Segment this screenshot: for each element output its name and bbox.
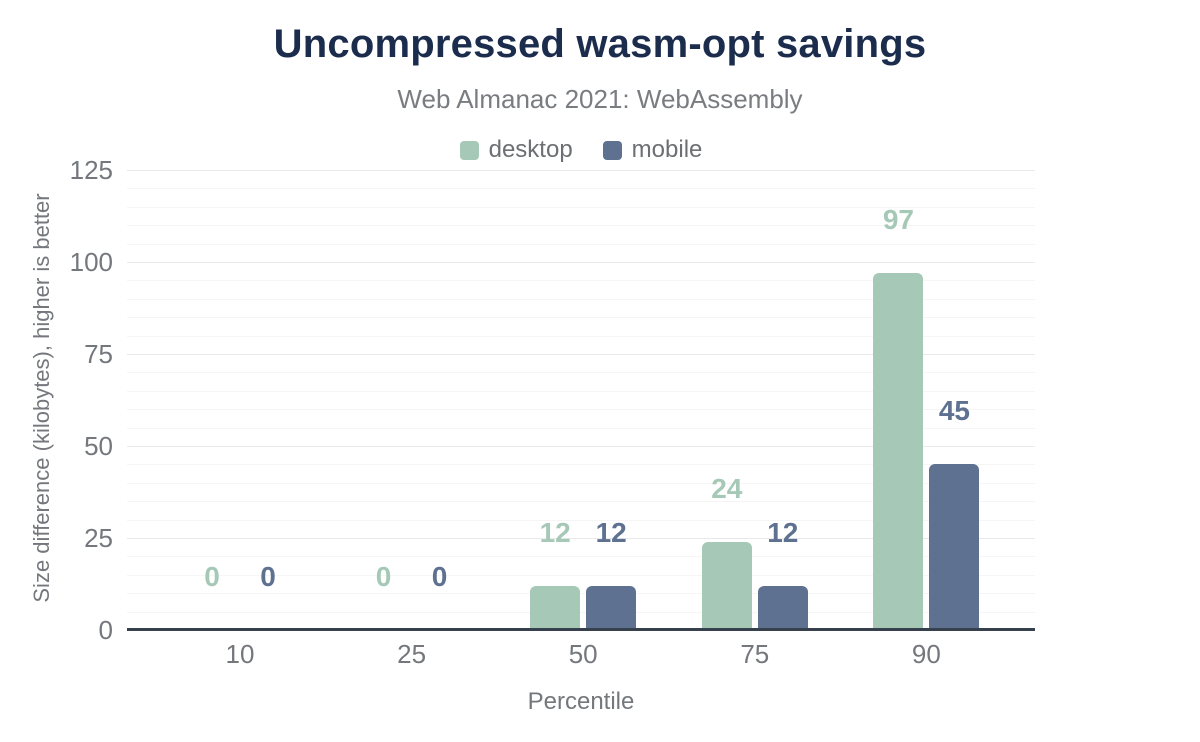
gridline <box>127 520 1035 521</box>
chart-subtitle: Web Almanac 2021: WebAssembly <box>397 84 803 114</box>
gridline <box>127 556 1035 557</box>
x-axis-tick-label-75: 75 <box>740 639 770 669</box>
legend-item-desktop[interactable]: desktop <box>459 136 573 164</box>
value-label-desktop-10: 0 <box>204 561 220 592</box>
value-label-desktop-90: 97 <box>882 204 914 235</box>
x-axis-tick-label-25: 25 <box>397 639 427 669</box>
x-axis-tick-label-90: 90 <box>911 639 941 669</box>
gridline <box>127 280 1035 281</box>
gridline <box>127 372 1035 373</box>
x-axis-line <box>127 628 1035 631</box>
chart-title: Uncompressed wasm-opt savings <box>273 22 927 66</box>
gridline <box>127 225 1035 226</box>
legend-item-mobile[interactable]: mobile <box>602 136 703 164</box>
value-label-desktop-50: 12 <box>539 517 571 548</box>
bar-desktop-50[interactable] <box>530 586 581 630</box>
value-label-desktop-75: 24 <box>711 473 743 504</box>
value-label-mobile-75: 12 <box>767 517 799 548</box>
gridline <box>127 354 1035 355</box>
y-axis-tick-label: 25 <box>84 523 113 553</box>
bar-mobile-75[interactable] <box>757 586 808 630</box>
y-axis-tick-label: 50 <box>84 431 113 461</box>
value-label-mobile-90: 45 <box>938 395 970 426</box>
gridline <box>127 409 1035 410</box>
value-label-mobile-50: 12 <box>595 517 627 548</box>
gridline <box>127 170 1035 171</box>
bar-desktop-90[interactable] <box>873 273 924 630</box>
bar-desktop-75[interactable] <box>701 542 752 630</box>
mobile-swatch-icon <box>602 140 622 160</box>
x-axis-title: Percentile <box>527 688 635 715</box>
gridline <box>127 464 1035 465</box>
gridline <box>127 593 1035 594</box>
y-axis-tick-label: 125 <box>69 155 113 185</box>
bar-mobile-50[interactable] <box>586 586 637 630</box>
gridline <box>127 207 1035 208</box>
y-axis-tick-label: 100 <box>69 247 113 277</box>
gridline <box>127 428 1035 429</box>
gridline <box>127 538 1035 539</box>
desktop-swatch-icon <box>459 140 479 160</box>
gridline <box>127 262 1035 263</box>
gridline <box>127 336 1035 337</box>
gridline <box>127 575 1035 576</box>
legend: desktop mobile <box>127 136 1035 164</box>
gridline <box>127 483 1035 484</box>
y-axis-tick-label: 75 <box>84 339 113 369</box>
gridline <box>127 244 1035 245</box>
value-label-mobile-25: 0 <box>431 561 448 592</box>
gridline <box>127 612 1035 613</box>
gridline <box>127 188 1035 189</box>
gridline <box>127 317 1035 318</box>
x-axis-tick-label-50: 50 <box>568 639 598 669</box>
legend-label-mobile: mobile <box>631 136 703 163</box>
gridline <box>127 446 1035 447</box>
gridline <box>127 299 1035 300</box>
value-label-desktop-25: 0 <box>375 561 392 592</box>
legend-label-desktop: desktop <box>488 136 573 163</box>
gridline <box>127 501 1035 502</box>
bar-mobile-90[interactable] <box>929 464 980 630</box>
value-label-mobile-10: 0 <box>260 561 276 592</box>
gridline <box>127 391 1035 392</box>
y-axis-tick-label: 0 <box>98 615 113 645</box>
x-axis-tick-label-10: 10 <box>225 639 255 669</box>
